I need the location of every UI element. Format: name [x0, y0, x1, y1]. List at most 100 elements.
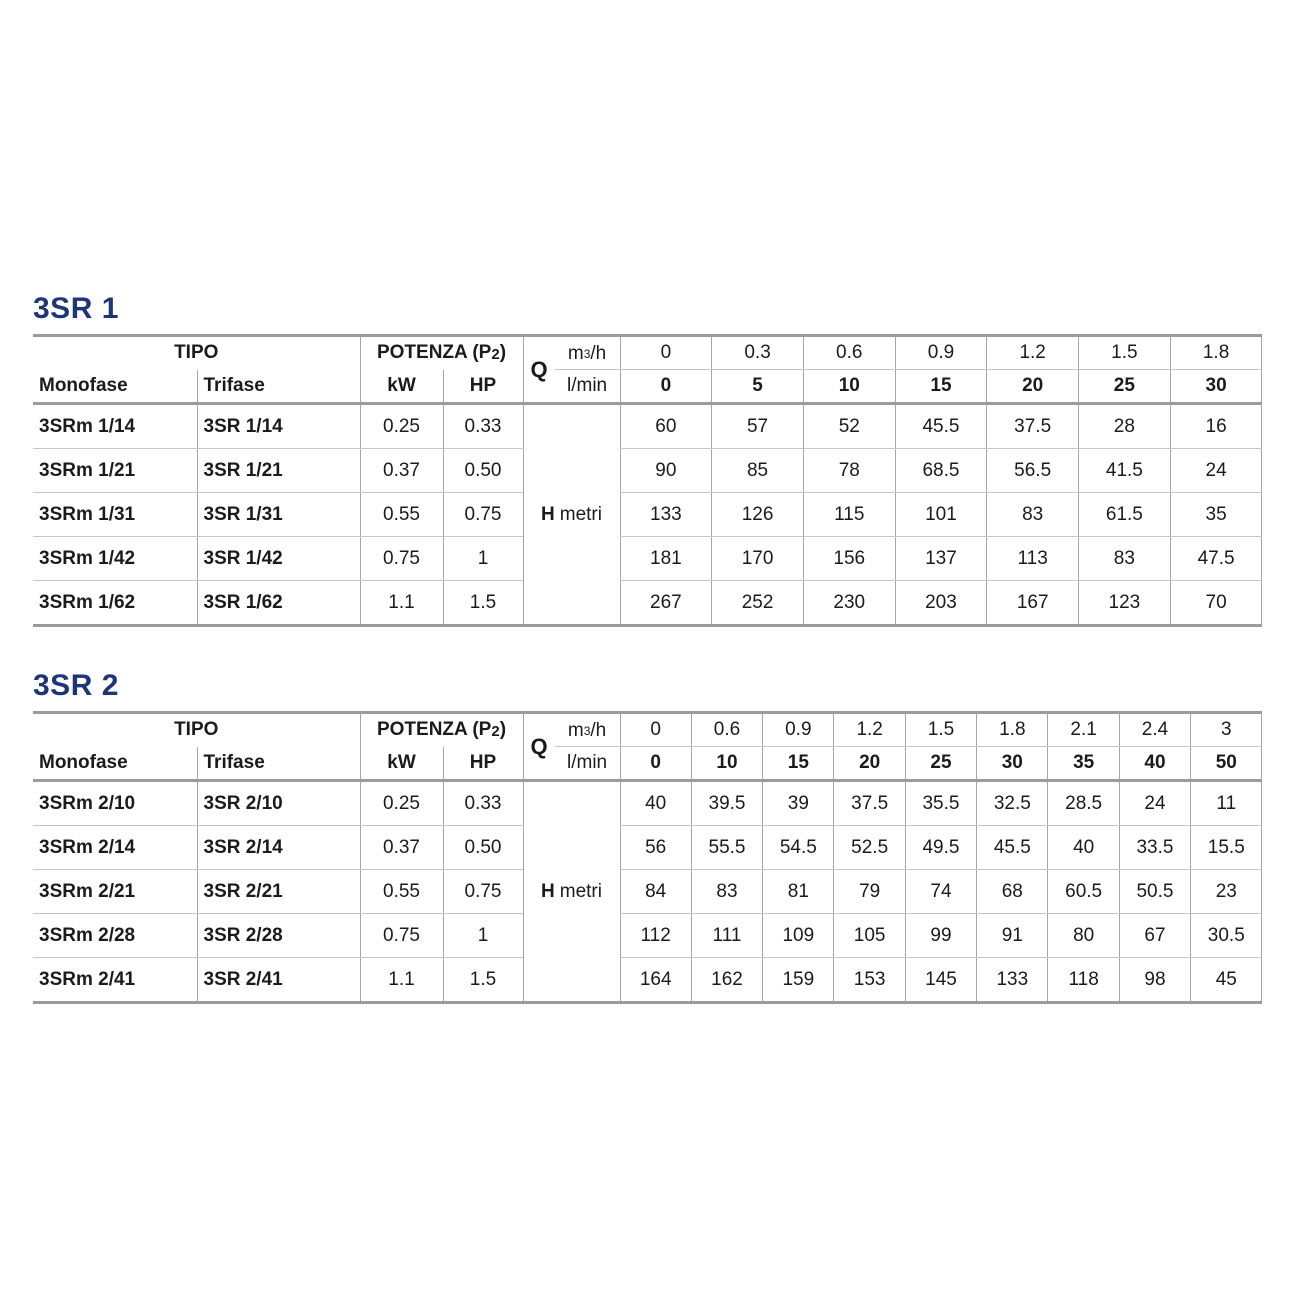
pump-row: 3SRm 2/21 3SR 2/21 0.55 0.75 84 83 81 79 74 68 60.… — [33, 869, 1263, 914]
pump-type-monofase: 3SRm 1/21 — [33, 448, 197, 493]
flow-lmin-value: 50 — [1190, 746, 1263, 782]
head-value: 67 — [1118, 913, 1191, 958]
head-value: 252 — [711, 580, 804, 626]
tipo-header: TIPO — [174, 719, 219, 741]
head-value: 267 — [619, 580, 712, 626]
head-value: 40 — [619, 780, 692, 826]
pump-type-monofase: 3SRm 1/62 — [39, 591, 136, 613]
head-value: 137 — [894, 536, 987, 581]
pump-type-trifase: 3SR 2/28 — [196, 913, 360, 958]
head-value: 39 — [762, 780, 834, 826]
pump-row: 3SRm 1/21 3SR 1/21 0.37 0.50 90 85 78 68.5 56.5 4… — [33, 448, 1263, 493]
head-value: 98 — [1118, 957, 1191, 1003]
flow-lmin-value: 20 — [833, 746, 906, 782]
flow-m3h-value: 1.8 — [976, 712, 1048, 747]
pump-performance-table: TIPO POTENZA (P2) Q m 3/h l/min 0 0.3 0.6 0.… — [33, 334, 1263, 627]
power-kw-value: 1.1 — [359, 957, 443, 1003]
head-value: 50.5 — [1118, 869, 1191, 914]
q-symbol: Q — [530, 733, 548, 759]
head-value: 35.5 — [904, 780, 977, 826]
head-value: 133 — [619, 492, 712, 537]
head-value: 45.5 — [894, 403, 987, 449]
pump-type-trifase: 3SR 1/42 — [196, 536, 360, 581]
head-value: 230 — [802, 580, 896, 626]
datasheet-content: 3SR 1 TIPO POTENZA (P2) Q m 3/h l/min — [33, 292, 1263, 1004]
pump-row: 3SRm 2/41 3SR 2/41 1.1 1.5 164 162 159 153 145 13… — [33, 957, 1263, 1003]
head-value: 24 — [1118, 780, 1191, 826]
pump-type-trifase: 3SR 2/10 — [196, 780, 360, 826]
head-value: 54.5 — [762, 825, 834, 870]
kw-header: kW — [359, 369, 443, 405]
head-value: 115 — [802, 492, 896, 537]
power-kw-value: 0.25 — [359, 780, 443, 826]
head-value: 45 — [1190, 957, 1263, 1003]
flow-lmin-value: 25 — [904, 746, 977, 782]
head-value: 145 — [904, 957, 977, 1003]
head-value: 99 — [904, 913, 977, 958]
power-hp-value: 1 — [442, 536, 523, 581]
head-value: 79 — [833, 869, 906, 914]
head-unit-label: metri — [559, 503, 602, 525]
flow-lmin-value: 35 — [1047, 746, 1120, 782]
table-header: TIPO POTENZA (P2) Q m 3/h l/min 0 0.6 0.9 1.… — [33, 712, 1263, 782]
head-value: 60 — [619, 403, 712, 449]
power-kw-value: 0.37 — [359, 825, 443, 870]
flow-header-wrap: Q m 3/h l/min — [524, 338, 620, 401]
head-value: 68.5 — [894, 448, 987, 493]
head-value: 70 — [1169, 580, 1263, 626]
pump-type-trifase: 3SR 2/14 — [196, 825, 360, 870]
head-value: 153 — [833, 957, 906, 1003]
flow-lmin-value: 30 — [976, 746, 1048, 782]
pump-type-monofase: 3SRm 2/28 — [33, 913, 197, 958]
pump-type-trifase: 3SR 1/14 — [196, 403, 360, 449]
head-symbol: H — [541, 503, 555, 525]
head-value: 47.5 — [1169, 536, 1263, 581]
unit-m3h: m 3/h — [554, 338, 620, 370]
pump-type-trifase: 3SR 1/31 — [196, 492, 360, 537]
unit-lmin: l/min — [567, 374, 608, 396]
head-value: 37.5 — [833, 780, 906, 826]
flow-m3h-value: 0.6 — [802, 335, 896, 370]
head-value: 55.5 — [690, 825, 763, 870]
pump-type-monofase: 3SRm 1/42 — [33, 536, 197, 581]
flow-lmin-value: 10 — [690, 746, 763, 782]
head-value: 74 — [904, 869, 977, 914]
power-kw-value: 0.55 — [359, 869, 443, 914]
potenza-label-prefix: POTENZA (P — [376, 342, 492, 364]
pump-type-monofase: 3SRm 1/31 — [33, 492, 197, 537]
pump-type-monofase: 3SRm 2/10 — [33, 780, 197, 826]
pump-section-3sr2: 3SR 2 TIPO POTENZA (P2) Q m 3/h l/min — [33, 669, 1263, 1004]
head-value: 23 — [1190, 869, 1263, 914]
head-value: 57 — [711, 403, 804, 449]
monofase-header: Monofase — [33, 369, 197, 405]
flow-m3h-value: 1.8 — [1169, 335, 1263, 370]
power-hp-value: 0.75 — [442, 869, 523, 914]
head-value: 24 — [1169, 448, 1263, 493]
head-value: 30.5 — [1190, 913, 1263, 958]
power-kw-value: 0.55 — [359, 492, 443, 537]
trifase-header: Trifase — [196, 746, 360, 782]
head-value: 112 — [619, 913, 692, 958]
pump-row: 3SRm 2/28 3SR 2/28 0.75 1 112 111 109 105 99 91 80… — [33, 913, 1263, 958]
header-row-units: TIPO POTENZA (P2) Q m 3/h l/min 0 0.6 0.9 1.… — [33, 712, 1263, 782]
head-value: 113 — [986, 536, 1079, 581]
pump-type-trifase: 3SR 2/21 — [196, 869, 360, 914]
table-header: TIPO POTENZA (P2) Q m 3/h l/min 0 0.3 0.6 0.… — [33, 335, 1263, 405]
pump-type-trifase: 3SR 1/21 — [196, 448, 360, 493]
power-kw-value: 0.75 — [359, 536, 443, 581]
flow-lmin-value: 30 — [1169, 369, 1263, 405]
section-title: 3SR 2 — [33, 669, 119, 702]
flow-m3h-value: 2.4 — [1118, 712, 1191, 747]
flow-m3h-value: 2.1 — [1047, 712, 1120, 747]
pump-section-3sr1: 3SR 1 TIPO POTENZA (P2) Q m 3/h l/min — [33, 292, 1263, 627]
potenza-label-sub: 2 — [491, 723, 500, 741]
head-value: 78 — [802, 448, 896, 493]
flow-m3h-value: 1.2 — [833, 712, 906, 747]
head-value: 203 — [894, 580, 987, 626]
head-value: 49.5 — [904, 825, 977, 870]
head-value: 28 — [1078, 403, 1171, 449]
